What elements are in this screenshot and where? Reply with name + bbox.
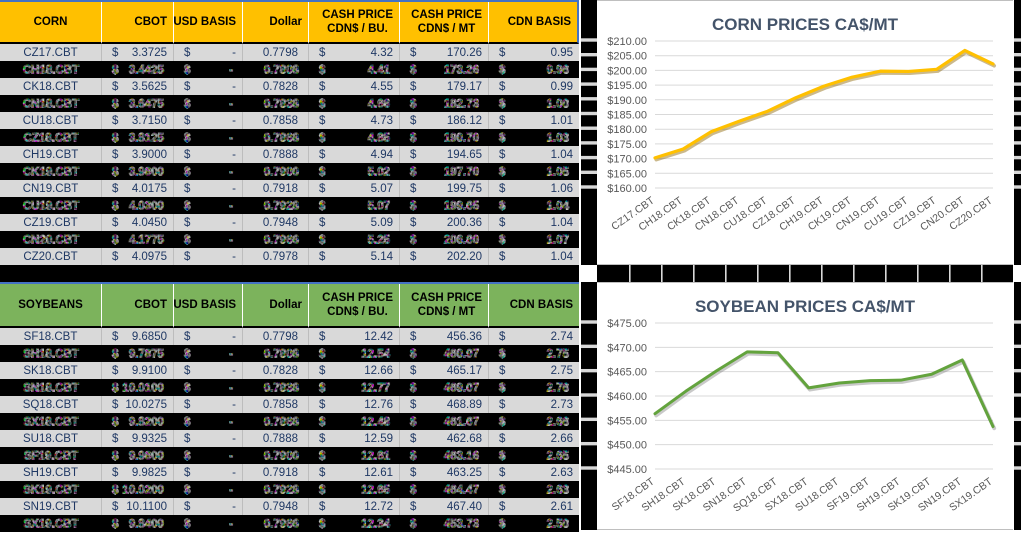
svg-text:$195.00: $195.00 [607,80,647,92]
svg-text:$200.00: $200.00 [607,65,647,77]
svg-text:$475.00: $475.00 [607,318,647,330]
svg-text:$470.00: $470.00 [607,342,647,354]
svg-text:$450.00: $450.00 [607,440,647,452]
svg-text:$460.00: $460.00 [607,391,647,403]
svg-text:$175.00: $175.00 [607,139,647,151]
svg-text:$170.00: $170.00 [607,154,647,166]
svg-text:$205.00: $205.00 [607,51,647,63]
svg-text:$190.00: $190.00 [607,95,647,107]
svg-text:$185.00: $185.00 [607,110,647,122]
svg-text:$165.00: $165.00 [607,168,647,180]
svg-text:$160.00: $160.00 [607,183,647,195]
svg-text:$210.00: $210.00 [607,36,647,48]
svg-text:$465.00: $465.00 [607,367,647,379]
svg-text:$455.00: $455.00 [607,415,647,427]
svg-text:$180.00: $180.00 [607,124,647,136]
svg-text:$445.00: $445.00 [607,464,647,476]
